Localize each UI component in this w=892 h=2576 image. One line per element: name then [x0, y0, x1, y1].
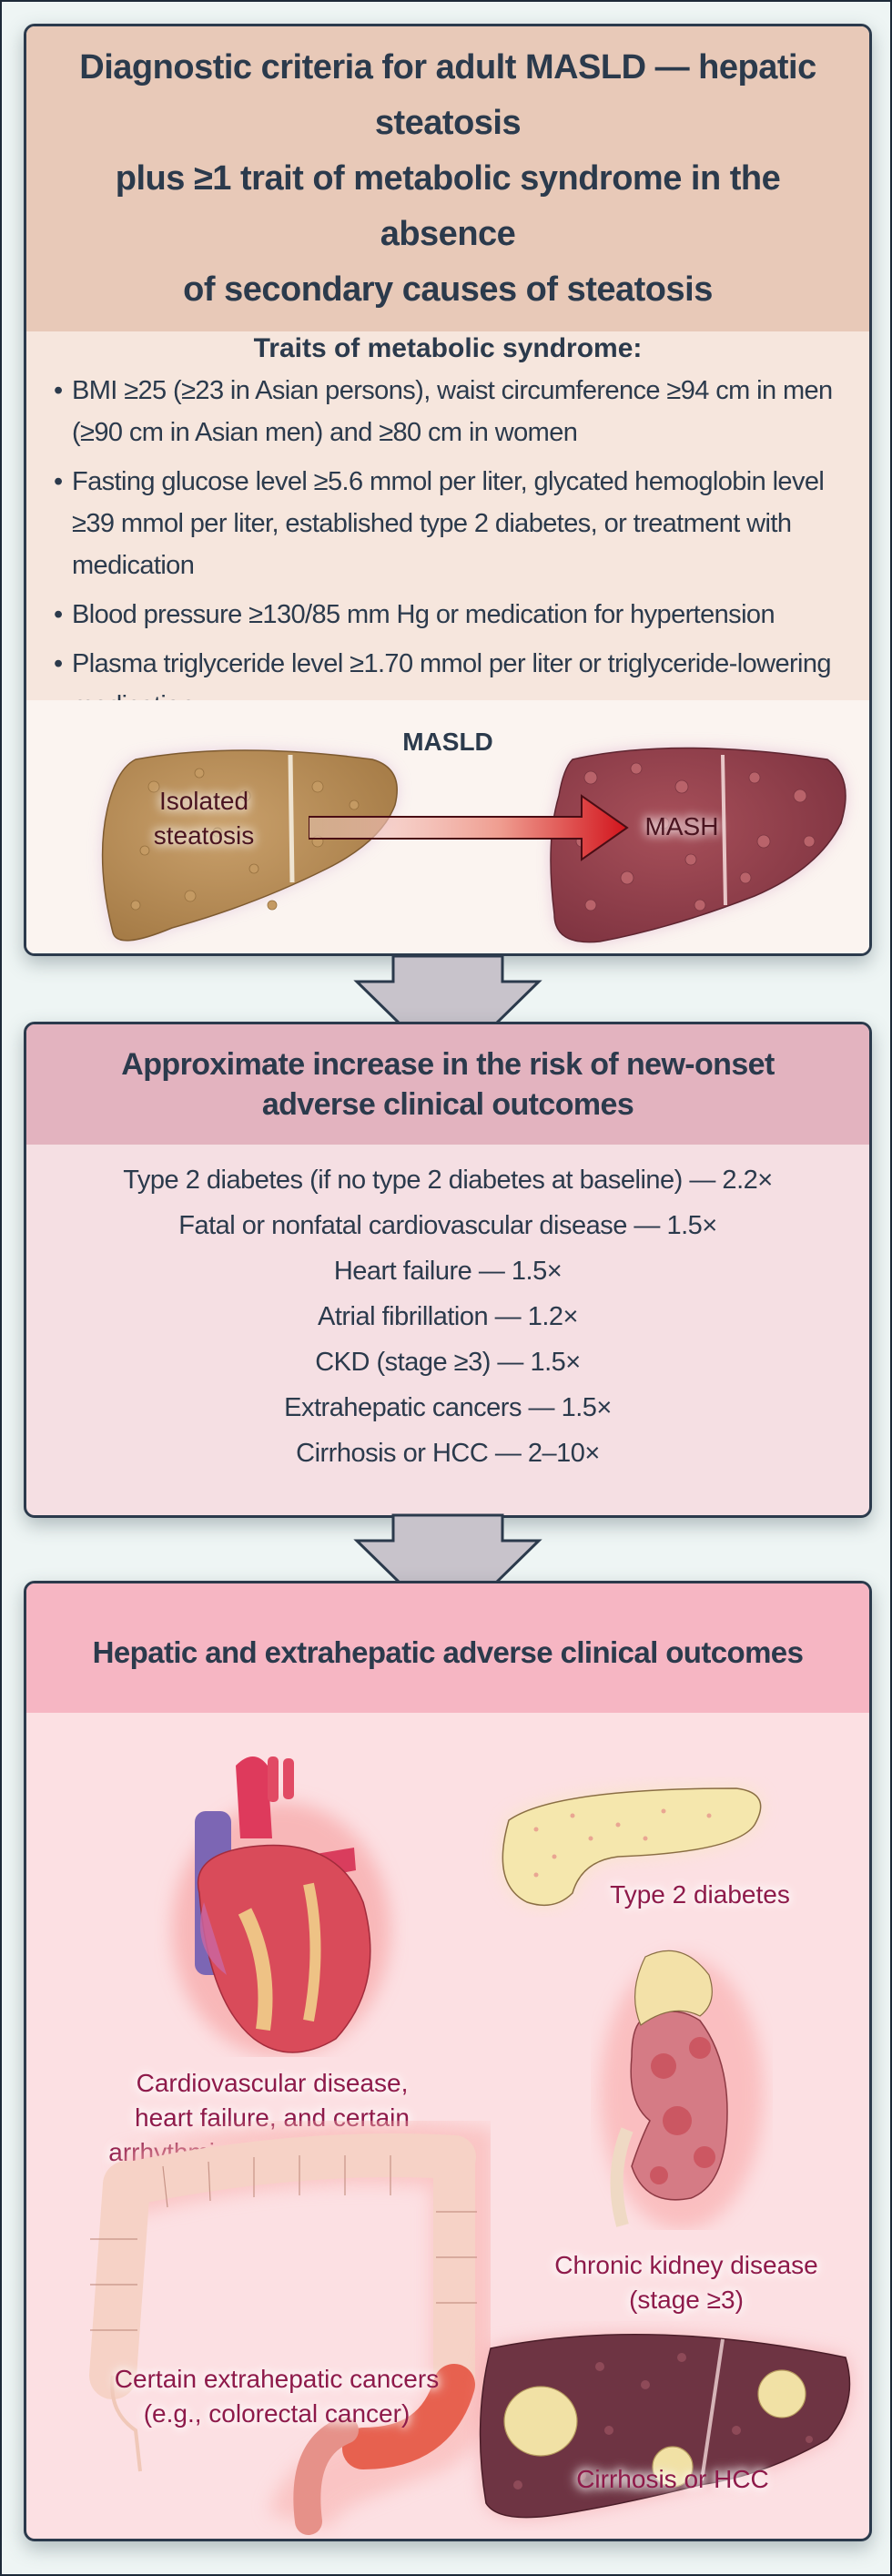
- risk-item-cirrhosis-hcc: Cirrhosis or HCC — 2–10×: [296, 1439, 600, 1468]
- masld-label: MASLD: [402, 728, 493, 756]
- mash-label: MASH: [644, 812, 719, 840]
- risk-item-cardiovascular: Fatal or nonfatal cardiovascular disease…: [178, 1211, 717, 1240]
- type2-diabetes-label: Type 2 diabetes: [610, 1880, 790, 1909]
- risk-item-type2-diabetes: Type 2 diabetes (if no type 2 diabetes a…: [123, 1166, 773, 1195]
- risk-increase-title: Approximate increase in the risk of new-…: [121, 1047, 775, 1122]
- diagnostic-criteria-title: Diagnostic criteria for adult MASLD — he…: [79, 48, 816, 309]
- trait-item: • Blood pressure ≥130/85 mm Hg or medicat…: [54, 600, 775, 629]
- cirrhosis-hcc-label: Cirrhosis or HCC: [576, 2465, 769, 2493]
- kidney-icon: [600, 1950, 764, 2230]
- adverse-outcomes-header: Hepatic and extrahepatic adverse clinica…: [26, 1583, 869, 1713]
- steatotic-liver-icon: [101, 749, 398, 942]
- risk-list: Type 2 diabetes (if no type 2 diabetes a…: [26, 1145, 869, 1476]
- diagnostic-criteria-panel: Diagnostic criteria for adult MASLD — he…: [24, 24, 872, 956]
- adverse-outcomes-title: Hepatic and extrahepatic adverse clinica…: [92, 1635, 804, 1669]
- adverse-outcomes-panel: Hepatic and extrahepatic adverse clinica…: [24, 1581, 872, 2541]
- progression-arrow-icon: [309, 794, 629, 861]
- diagnostic-criteria-header: Diagnostic criteria for adult MASLD — he…: [26, 26, 869, 331]
- isolated-steatosis-label: Isolated steatosis: [153, 787, 255, 850]
- risk-item-ckd: CKD (stage ≥3) — 1.5×: [315, 1348, 581, 1377]
- risk-item-extrahepatic-cancers: Extrahepatic cancers — 1.5×: [284, 1393, 612, 1422]
- mash-liver-icon: [550, 747, 846, 943]
- pancreas-icon: [502, 1787, 762, 1907]
- trait-item: • BMI ≥25 (≥23 in Asian persons), waist c…: [54, 376, 833, 447]
- masld-progression: MASLD Isolated steatosis: [26, 700, 869, 953]
- trait-item: • Fasting glucose level ≥5.6 mmol per lit…: [54, 467, 825, 580]
- cirrhotic-liver-icon: [479, 2333, 851, 2519]
- traits-title: Traits of metabolic syndrome:: [253, 333, 643, 363]
- extrahepatic-cancers-label: Certain extrahepatic cancers (e.g., colo…: [114, 2365, 440, 2428]
- risk-increase-header: Approximate increase in the risk of new-…: [26, 1024, 869, 1145]
- colon-icon: [89, 2121, 491, 2535]
- heart-icon: [172, 1756, 390, 2057]
- traits-section: Traits of metabolic syndrome: • BMI ≥25 (…: [26, 331, 869, 811]
- risk-increase-panel: Approximate increase in the risk of new-…: [24, 1022, 872, 1518]
- chronic-kidney-disease-label: Chronic kidney disease (stage ≥3): [554, 2251, 818, 2314]
- risk-item-heart-failure: Heart failure — 1.5×: [333, 1257, 563, 1286]
- risk-item-atrial-fibrillation: Atrial fibrillation — 1.2×: [318, 1302, 579, 1331]
